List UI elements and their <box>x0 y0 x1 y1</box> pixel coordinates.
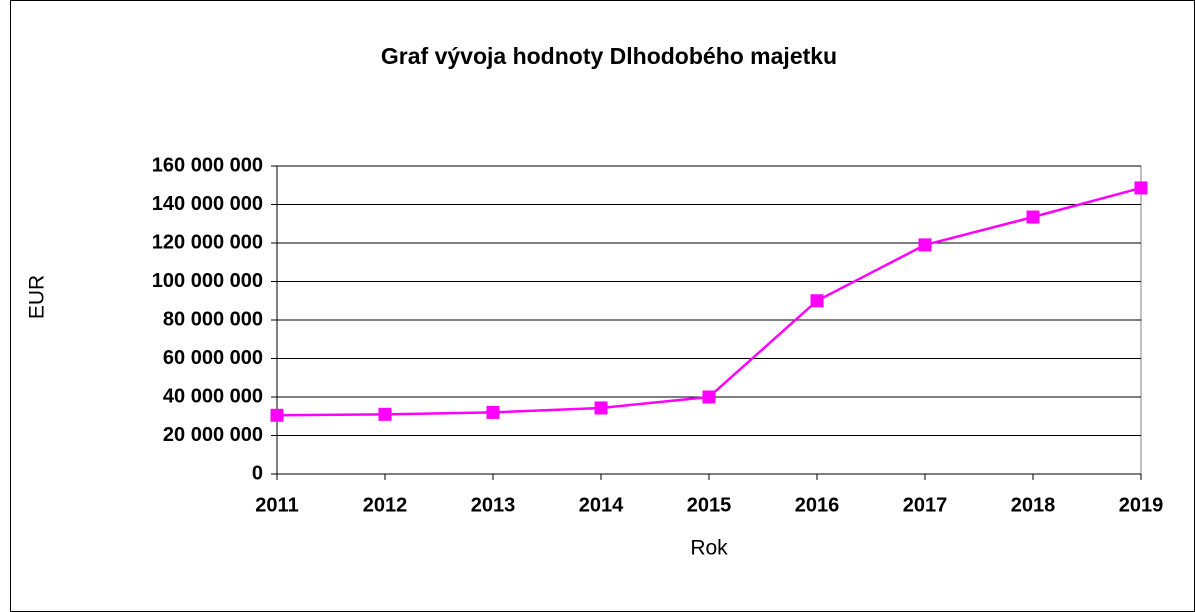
data-point <box>702 390 716 404</box>
data-point <box>1134 181 1148 195</box>
data-point <box>594 401 608 415</box>
x-tick-label: 2014 <box>579 494 624 516</box>
data-point <box>1026 210 1040 224</box>
data-point <box>270 408 284 422</box>
x-tick-label: 2019 <box>1119 494 1164 516</box>
y-tick-label: 80 000 000 <box>163 308 263 330</box>
y-tick-label: 140 000 000 <box>152 193 263 215</box>
y-tick-label: 20 000 000 <box>163 424 263 446</box>
x-tick-label: 2011 <box>255 494 298 516</box>
x-axis-label: Rok <box>690 537 728 560</box>
data-point <box>378 407 392 421</box>
y-tick-label: 40 000 000 <box>163 385 263 407</box>
data-point <box>918 238 932 252</box>
y-tick-label: 0 <box>252 462 263 484</box>
data-point <box>486 405 500 419</box>
y-tick-label: 120 000 000 <box>152 231 263 253</box>
x-tick-label: 2013 <box>471 494 516 516</box>
x-tick-label: 2017 <box>903 494 948 516</box>
data-point <box>810 294 824 308</box>
x-tick-label: 2015 <box>687 494 732 516</box>
x-tick-label: 2016 <box>795 494 840 516</box>
y-axis-label: EUR <box>26 275 49 319</box>
y-tick-label: 160 000 000 <box>152 154 263 176</box>
x-tick-label: 2018 <box>1011 494 1056 516</box>
chart-title: Graf vývoja hodnoty Dlhodobého majetku <box>381 43 837 69</box>
y-tick-label: 60 000 000 <box>163 347 263 369</box>
y-tick-label: 100 000 000 <box>152 270 263 292</box>
x-tick-label: 2012 <box>363 494 408 516</box>
